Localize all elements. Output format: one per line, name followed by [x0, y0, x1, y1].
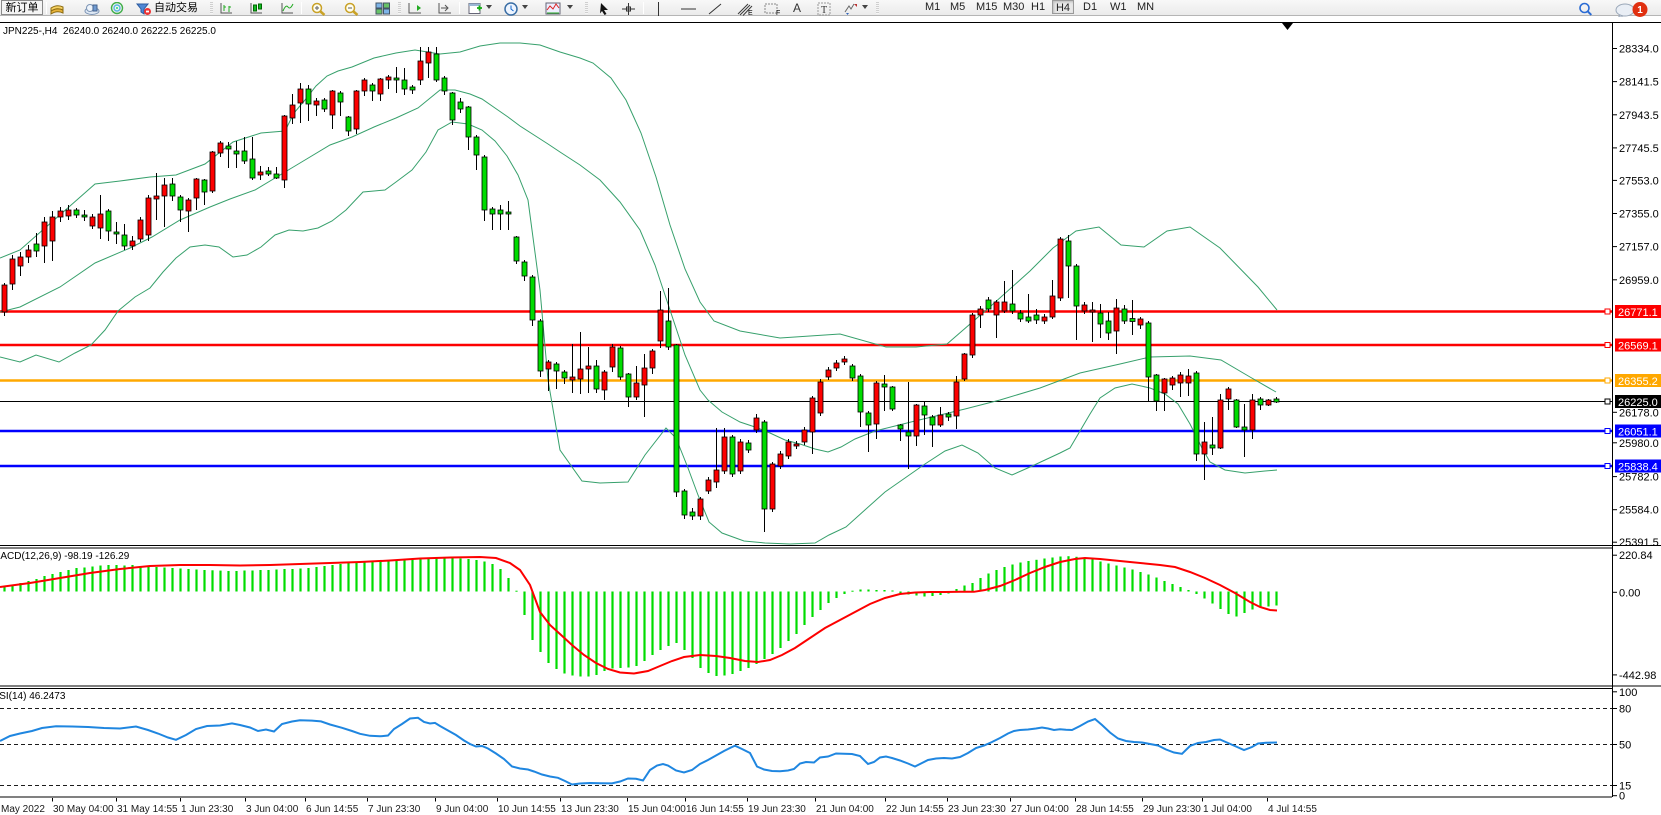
svg-text:50: 50: [1619, 740, 1631, 752]
svg-text:26051.1: 26051.1: [1618, 427, 1658, 439]
svg-text:29 Jun 23:30: 29 Jun 23:30: [1143, 804, 1201, 815]
svg-text:7 Jun 23:30: 7 Jun 23:30: [368, 804, 421, 815]
svg-text:25584.0: 25584.0: [1619, 505, 1659, 517]
svg-text:13 Jun 23:30: 13 Jun 23:30: [561, 804, 619, 815]
svg-text:27745.5: 27745.5: [1619, 143, 1659, 155]
svg-text:100: 100: [1619, 687, 1637, 699]
svg-text:15 Jun 04:00: 15 Jun 04:00: [628, 804, 686, 815]
svg-text:80: 80: [1619, 704, 1631, 716]
svg-text:RSI(14) 46.2473: RSI(14) 46.2473: [0, 691, 66, 702]
svg-text:JPN225-,H4 26240.0 26240.0 26: JPN225-,H4 26240.0 26240.0 26222.5 26225…: [3, 26, 216, 37]
svg-text:28 Jun 14:55: 28 Jun 14:55: [1076, 804, 1134, 815]
svg-text:26225.0: 26225.0: [1618, 397, 1658, 409]
svg-text:19 Jun 23:30: 19 Jun 23:30: [748, 804, 806, 815]
svg-text:1: 1: [1637, 5, 1643, 16]
svg-text:0: 0: [1619, 791, 1625, 803]
svg-text:6 Jun 14:55: 6 Jun 14:55: [306, 804, 359, 815]
svg-text:-442.98: -442.98: [1619, 670, 1656, 682]
svg-text:T: T: [821, 5, 827, 16]
svg-text:28334.0: 28334.0: [1619, 44, 1659, 56]
svg-text:0.00: 0.00: [1619, 587, 1640, 599]
svg-text:16 Jun 14:55: 16 Jun 14:55: [686, 804, 744, 815]
svg-text:MACD(12,26,9) -98.19 -126.29: MACD(12,26,9) -98.19 -126.29: [0, 551, 130, 562]
svg-text:26959.0: 26959.0: [1619, 275, 1659, 287]
svg-text:23 Jun 23:30: 23 Jun 23:30: [948, 804, 1006, 815]
svg-text:10 Jun 14:55: 10 Jun 14:55: [498, 804, 556, 815]
svg-text:3 Jun 04:00: 3 Jun 04:00: [246, 804, 299, 815]
svg-text:9 Jun 04:00: 9 Jun 04:00: [436, 804, 489, 815]
svg-text:27 Jun 04:00: 27 Jun 04:00: [1011, 804, 1069, 815]
svg-text:4 Jul 14:55: 4 Jul 14:55: [1268, 804, 1317, 815]
svg-text:1 Jun 23:30: 1 Jun 23:30: [181, 804, 234, 815]
svg-text:28141.5: 28141.5: [1619, 77, 1659, 89]
svg-text:27355.0: 27355.0: [1619, 209, 1659, 221]
svg-text:F: F: [776, 10, 780, 16]
svg-text:27943.5: 27943.5: [1619, 110, 1659, 122]
svg-text:1 Jul 04:00: 1 Jul 04:00: [1203, 804, 1252, 815]
svg-text:25391.5: 25391.5: [1619, 537, 1659, 549]
svg-text:25838.4: 25838.4: [1618, 462, 1658, 474]
svg-text:22 Jun 14:55: 22 Jun 14:55: [886, 804, 944, 815]
svg-text:25980.0: 25980.0: [1619, 438, 1659, 450]
svg-text:E: E: [748, 10, 753, 16]
svg-text:220.84: 220.84: [1619, 550, 1653, 562]
svg-text:31 May 14:55: 31 May 14:55: [117, 804, 178, 815]
svg-text:26178.0: 26178.0: [1619, 407, 1659, 419]
svg-text:21 Jun 04:00: 21 Jun 04:00: [816, 804, 874, 815]
svg-text:15: 15: [1619, 781, 1631, 793]
svg-text:27553.0: 27553.0: [1619, 175, 1659, 187]
svg-text:27157.0: 27157.0: [1619, 242, 1659, 254]
svg-text:26355.2: 26355.2: [1618, 376, 1658, 388]
svg-text:26771.1: 26771.1: [1618, 307, 1658, 319]
svg-text:May 2022: May 2022: [1, 804, 45, 815]
svg-text:25782.0: 25782.0: [1619, 472, 1659, 484]
svg-text:30 May 04:00: 30 May 04:00: [53, 804, 114, 815]
svg-text:26569.1: 26569.1: [1618, 341, 1658, 353]
